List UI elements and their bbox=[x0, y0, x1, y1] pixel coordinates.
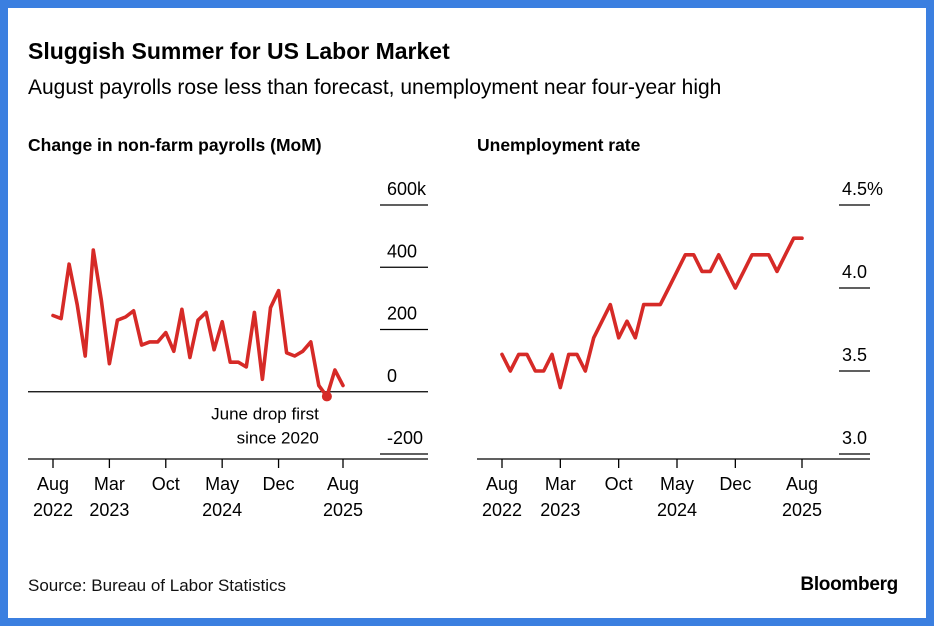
x-tick-year: 2024 bbox=[657, 500, 697, 520]
x-tick-label: May bbox=[205, 474, 239, 494]
y-tick-label: 3.0 bbox=[842, 428, 867, 448]
x-tick-year: 2022 bbox=[33, 500, 73, 520]
y-tick-label: 400 bbox=[387, 241, 417, 261]
chart-subtitle: August payrolls rose less than forecast,… bbox=[28, 76, 722, 99]
x-tick-label: Aug bbox=[327, 474, 359, 494]
x-tick-year: 2024 bbox=[202, 500, 242, 520]
y-tick-label: 4.0 bbox=[842, 262, 867, 282]
source-note: Source: Bureau of Labor Statistics bbox=[28, 576, 286, 595]
payrolls-chart-title: Change in non-farm payrolls (MoM) bbox=[28, 135, 322, 155]
x-tick-label: Dec bbox=[719, 474, 751, 494]
bloomberg-logo: Bloomberg bbox=[800, 574, 898, 595]
x-tick-year: 2025 bbox=[782, 500, 822, 520]
series-line bbox=[51, 248, 345, 399]
annotation-text: since 2020 bbox=[237, 428, 319, 447]
x-tick-label: Dec bbox=[263, 474, 295, 494]
chart-card: Sluggish Summer for US Labor Market Augu… bbox=[8, 8, 926, 618]
unemployment-plot bbox=[500, 236, 804, 390]
x-tick-label: Mar bbox=[94, 474, 125, 494]
x-tick-year: 2025 bbox=[323, 500, 363, 520]
y-tick-label: -200 bbox=[387, 428, 423, 448]
x-tick-label: Aug bbox=[486, 474, 518, 494]
x-tick-year: 2023 bbox=[540, 500, 580, 520]
y-tick-label: 4.5% bbox=[842, 179, 883, 199]
x-tick-year: 2022 bbox=[482, 500, 522, 520]
charts-svg: Change in non-farm payrolls (MoM) Unempl… bbox=[28, 135, 883, 520]
x-tick-label: Mar bbox=[545, 474, 576, 494]
unemployment-x-axis: Aug 2022 Mar 2023 Oct May 2024 Dec Aug 2025 bbox=[477, 458, 870, 520]
x-tick-label: Oct bbox=[152, 474, 180, 494]
payrolls-y-axis: 600k 400 200 0 -200 bbox=[380, 179, 428, 455]
unemployment-chart-title: Unemployment rate bbox=[477, 135, 641, 155]
annotation-text: June drop first bbox=[211, 404, 319, 423]
y-tick-label: 0 bbox=[387, 366, 397, 386]
x-tick-label: May bbox=[660, 474, 694, 494]
highlight-dot bbox=[321, 391, 332, 402]
unemployment-y-axis: 4.5% 4.0 3.5 3.0 bbox=[839, 179, 883, 455]
x-tick-label: Oct bbox=[605, 474, 633, 494]
y-tick-label: 600k bbox=[387, 179, 427, 199]
payrolls-x-axis: Aug 2022 Mar 2023 Oct May 2024 Dec Aug 2025 bbox=[28, 458, 428, 520]
y-tick-label: 3.5 bbox=[842, 345, 867, 365]
x-tick-label: Aug bbox=[37, 474, 69, 494]
chart-title: Sluggish Summer for US Labor Market bbox=[28, 38, 450, 64]
series-line bbox=[500, 236, 804, 390]
payrolls-plot: June drop first since 2020 bbox=[28, 248, 380, 447]
y-tick-label: 200 bbox=[387, 304, 417, 324]
x-tick-label: Aug bbox=[786, 474, 818, 494]
x-tick-year: 2023 bbox=[89, 500, 129, 520]
